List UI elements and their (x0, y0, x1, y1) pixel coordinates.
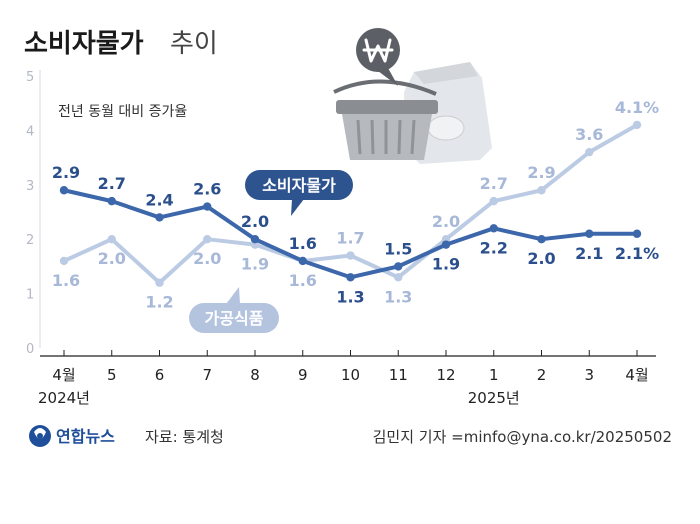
data-label-cpi: 2.0 (527, 249, 555, 268)
x-tick-label: 7 (202, 366, 212, 384)
series-tag-processed-food: 가공식품 (189, 287, 279, 333)
x-tick-label: 3 (584, 366, 594, 384)
data-label-cpi: 2.4 (145, 190, 173, 209)
y-tick-label: 3 (26, 179, 34, 194)
data-label-cpi: 1.9 (432, 255, 460, 274)
data-label-processed-food: 1.6 (52, 271, 80, 290)
data-label-processed-food: 2.9 (527, 163, 555, 182)
x-tick-label: 1 (489, 366, 499, 384)
x-tick-label: 8 (250, 366, 260, 384)
x-tick-label: 4월 (52, 366, 75, 384)
yonhap-logo-icon (29, 425, 51, 447)
data-label-cpi: 2.0 (241, 212, 269, 231)
x-year-label: 2025년 (468, 389, 520, 407)
data-label-processed-food: 1.9 (241, 255, 269, 274)
data-label-processed-food: 1.2 (145, 293, 173, 312)
y-tick-label: 1 (26, 288, 34, 303)
data-point-processed-food (346, 251, 355, 260)
shopping-basket-icon (333, 79, 438, 160)
data-point-cpi (155, 213, 164, 222)
data-label-processed-food: 3.6 (575, 125, 603, 144)
data-label-cpi: 1.5 (384, 239, 412, 258)
data-point-processed-food (394, 273, 403, 282)
data-point-processed-food (155, 278, 164, 287)
data-label-processed-food: 1.6 (289, 271, 317, 290)
chart-series: 2.9 2.7 2.4 2.6 2.0 1.6 1.3 1.5 1.9 2.2 2.0 2.1 2.1%… (52, 98, 659, 312)
series-tag-processed-food-label: 가공식품 (205, 309, 264, 328)
data-point-cpi (59, 186, 69, 195)
data-point-processed-food (537, 186, 546, 195)
data-label-cpi: 2.7 (98, 174, 126, 193)
data-point-processed-food (107, 235, 116, 244)
data-label-processed-food: 2.0 (98, 249, 126, 268)
data-label-processed-food: 2.7 (480, 174, 508, 193)
won-badge-icon (356, 28, 400, 86)
data-label-processed-food: 1.3 (384, 287, 412, 306)
data-point-cpi (250, 235, 260, 244)
data-point-cpi (489, 224, 498, 233)
footer-logo-text: 연합뉴스 (56, 427, 115, 446)
series-tag-cpi-label: 소비자물가 (262, 176, 336, 195)
data-label-cpi: 2.6 (193, 180, 221, 199)
x-year-label: 2024년 (38, 389, 90, 407)
data-point-cpi (632, 229, 642, 238)
data-label-processed-food: 4.1% (615, 98, 659, 117)
data-point-cpi (298, 256, 307, 266)
data-point-cpi (107, 196, 116, 206)
footer-credit: 김민지 기자 =minfo@yna.co.kr/20250502 (373, 428, 672, 446)
chart-title-suffix: 추이 (170, 29, 218, 59)
data-point-processed-food (59, 256, 69, 266)
x-tick-label: 6 (155, 366, 165, 384)
data-point-cpi (585, 229, 594, 238)
x-tick-label: 9 (298, 366, 308, 384)
data-label-processed-food: 2.0 (193, 249, 221, 268)
data-label-processed-food: 2.0 (432, 212, 460, 231)
data-label-cpi: 2.2 (480, 238, 508, 257)
y-tick-label: 5 (26, 70, 34, 85)
series-tag-cpi: 소비자물가 (245, 170, 353, 216)
data-point-cpi (346, 273, 355, 282)
data-point-cpi (441, 240, 451, 249)
data-label-cpi: 2.9 (52, 163, 80, 182)
data-point-processed-food (632, 120, 642, 130)
x-tick-label: 4월 (625, 366, 648, 384)
data-label-cpi: 1.3 (336, 287, 364, 306)
x-tick-label: 2 (537, 366, 547, 384)
data-label-processed-food: 1.7 (336, 229, 364, 248)
data-point-processed-food (203, 235, 212, 244)
data-point-cpi (394, 262, 403, 271)
data-label-cpi: 2.1% (615, 244, 659, 263)
y-tick-label: 2 (26, 233, 34, 248)
x-tick-label: 5 (107, 366, 117, 384)
x-tick-label: 12 (436, 366, 455, 384)
data-point-processed-food (489, 196, 498, 206)
data-point-processed-food (585, 147, 594, 157)
chart-subtitle: 전년 동월 대비 증가율 (58, 104, 187, 120)
x-tick-label: 11 (389, 366, 408, 384)
data-point-cpi (537, 235, 546, 244)
data-label-cpi: 1.6 (289, 234, 317, 253)
y-tick-label: 0 (26, 342, 34, 357)
x-tick-label: 10 (341, 366, 360, 384)
y-tick-label: 4 (26, 124, 34, 139)
footer-source: 자료: 통계청 (145, 428, 224, 446)
data-label-cpi: 2.1 (575, 244, 603, 263)
data-point-cpi (203, 202, 212, 211)
chart-title: 소비자물가 (24, 29, 144, 59)
